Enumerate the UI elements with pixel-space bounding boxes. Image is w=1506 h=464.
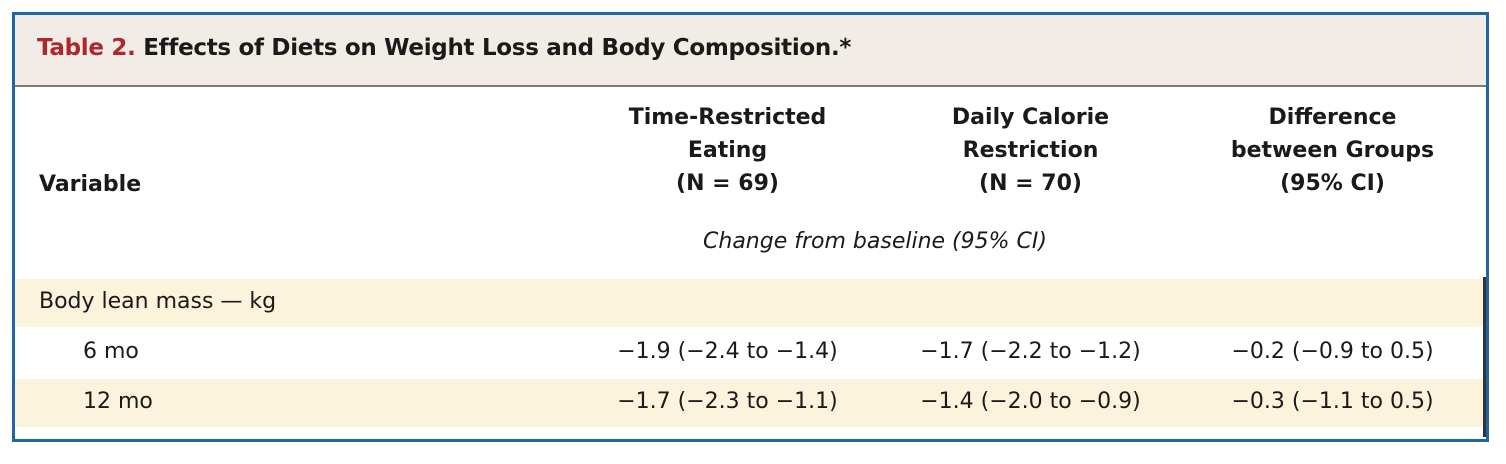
column-header-line: (N = 69) (676, 171, 779, 196)
column-header-line: (N = 70) (979, 171, 1082, 196)
table-row-body-lean-mass: Body lean mass — kg (15, 279, 1486, 327)
column-header-variable: Variable (39, 172, 142, 197)
column-header-difference: Difference between Groups (95% CI) (1210, 101, 1455, 200)
column-header-line: between Groups (1230, 138, 1435, 163)
column-header-line: Difference (1268, 105, 1397, 130)
table-row-12-mo: 12 mo −1.7 (−2.3 to −1.1) −1.4 (−2.0 to … (15, 379, 1486, 427)
column-header-daily-calorie-restriction: Daily Calorie Restriction (N = 70) (908, 101, 1153, 200)
row-label: Body lean mass — kg (39, 289, 277, 314)
cell-tre: −1.9 (−2.4 to −1.4) (617, 339, 838, 364)
column-header-line: Eating (687, 138, 768, 163)
right-border-rule (1483, 277, 1486, 437)
table-label: Table 2. (37, 35, 136, 61)
column-header-line: Daily Calorie (951, 105, 1110, 130)
column-header-line: Restriction (962, 138, 1099, 163)
row-label: 12 mo (83, 389, 153, 414)
row-label: 6 mo (83, 339, 139, 364)
cell-diff: −0.2 (−0.9 to 0.5) (1231, 339, 1434, 364)
column-header-line: Time-Restricted (628, 105, 827, 130)
table-title-text: Effects of Diets on Weight Loss and Body… (143, 35, 852, 61)
table-row-6-mo: 6 mo −1.9 (−2.4 to −1.4) −1.7 (−2.2 to −… (15, 329, 1486, 377)
table-frame: Table 2. Effects of Diets on Weight Loss… (12, 12, 1489, 442)
table-title: Table 2. Effects of Diets on Weight Loss… (37, 35, 851, 61)
cell-dcr: −1.7 (−2.2 to −1.2) (920, 339, 1141, 364)
column-header-time-restricted-eating: Time-Restricted Eating (N = 69) (605, 101, 850, 200)
column-header-line: (95% CI) (1280, 171, 1385, 196)
change-from-baseline-subheader: Change from baseline (95% CI) (703, 229, 1047, 254)
cell-diff: −0.3 (−1.1 to 0.5) (1231, 389, 1434, 414)
cell-tre: −1.7 (−2.3 to −1.1) (617, 389, 838, 414)
table-title-bar: Table 2. Effects of Diets on Weight Loss… (15, 15, 1486, 87)
cell-dcr: −1.4 (−2.0 to −0.9) (920, 389, 1141, 414)
